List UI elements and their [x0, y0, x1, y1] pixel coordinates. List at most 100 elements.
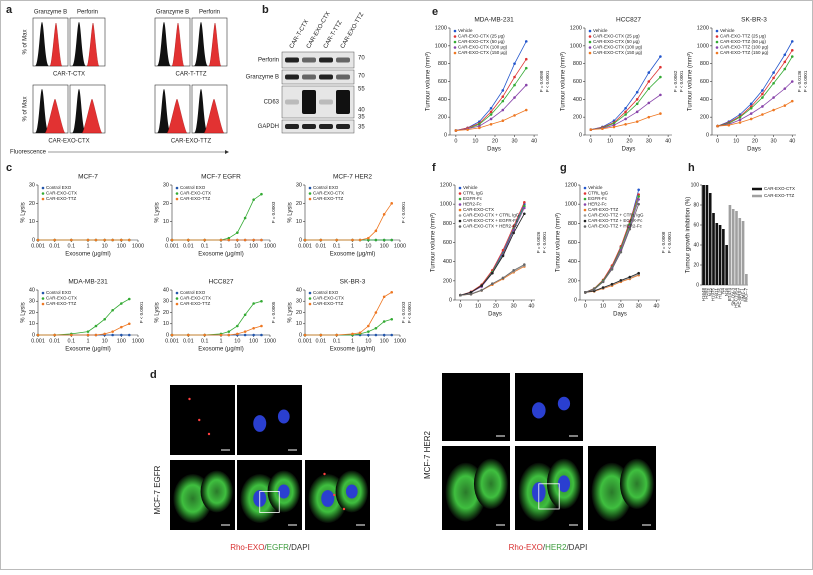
y-tick-label: 0: [32, 332, 35, 338]
data-point: [111, 308, 114, 312]
y-tick-label: 20: [693, 262, 699, 268]
data-point: [790, 99, 794, 103]
data-point: [260, 192, 263, 196]
x-tick-label: 40: [528, 303, 534, 309]
legend-label: EGFR-Fc: [463, 196, 483, 201]
x-tick-label: 30: [771, 138, 777, 144]
data-point: [127, 333, 131, 337]
data-point: [637, 198, 640, 201]
data-point: [252, 198, 255, 201]
data-point: [647, 80, 651, 83]
x-tick-label: 0: [716, 138, 719, 144]
legend-label: CAR-EXO-CTX (50 μg): [593, 39, 640, 44]
legend-marker: [458, 214, 462, 217]
panel-letter: g: [560, 162, 567, 174]
histogram-stained: [86, 22, 100, 67]
y-tick-label: 1200: [570, 25, 582, 31]
y-tick-label: 1200: [565, 182, 577, 188]
bar: [708, 193, 712, 285]
legend-label: HER2-Fc: [463, 202, 482, 207]
data-point: [761, 96, 764, 99]
data-point: [637, 202, 640, 206]
data-point: [749, 117, 753, 121]
y-tick-label: 0: [32, 237, 35, 243]
data-point: [783, 67, 787, 71]
data-point: [367, 330, 370, 333]
data-point: [624, 123, 627, 126]
x-tick-label: H125: [717, 288, 722, 299]
bar: [712, 213, 715, 285]
blot-row-label: CD63: [264, 100, 280, 106]
data-point: [749, 112, 753, 115]
x-tick-label: 0.1: [68, 243, 76, 249]
bar: [738, 218, 742, 285]
legend-marker: [588, 29, 592, 33]
data-point: [367, 333, 370, 337]
data-point: [761, 92, 764, 96]
legend-label: CAR-EXO-CTX: [180, 296, 211, 301]
data-point: [592, 288, 596, 291]
data-point: [512, 268, 515, 272]
x-tick-label: 10: [234, 243, 240, 249]
x-tick-label: 0.01: [49, 243, 60, 249]
data-point: [219, 238, 223, 242]
legend-marker: [175, 291, 179, 295]
legend-marker: [588, 51, 592, 55]
legend-marker: [583, 225, 587, 228]
data-point: [489, 106, 493, 110]
x-axis-label: Exosome (μg/ml): [198, 347, 243, 353]
data-point: [374, 238, 378, 242]
p-value: P = 0.0003: [271, 201, 276, 223]
y-tick-label: 0: [696, 282, 699, 288]
histogram-stained: [49, 22, 63, 67]
y-tick-label: 600: [443, 240, 452, 246]
chart-title: SK-BR-3: [741, 17, 767, 24]
legend-label: Vehicle: [463, 185, 478, 190]
data-point: [738, 115, 742, 119]
data-point: [390, 202, 394, 205]
data-point: [187, 238, 190, 242]
cell-signal: [473, 458, 508, 509]
data-point: [783, 60, 787, 64]
legend-label: CAR-EXO-TTZ (100 μg): [720, 45, 769, 50]
y-tick-label: 20: [29, 310, 35, 316]
y-axis-label: Tumour volume (mm³): [426, 52, 432, 111]
data-point: [513, 75, 516, 79]
data-point: [53, 238, 56, 242]
flow-header: Perforin: [199, 10, 220, 16]
data-point: [610, 268, 614, 271]
micrograph: [515, 373, 583, 441]
data-point: [94, 324, 98, 328]
data-point: [624, 110, 627, 114]
data-point: [513, 114, 516, 117]
chart-title: MCF-7 EGFR: [201, 174, 241, 181]
data-point: [120, 302, 123, 305]
data-point: [772, 96, 775, 99]
micrograph: [170, 385, 235, 455]
legend-marker: [583, 219, 587, 223]
caption-part: /: [543, 543, 546, 552]
x-axis-label: Exosome (μg/ml): [65, 252, 110, 258]
data-point: [203, 333, 206, 337]
legend-label: CAR-EXO-CTX: [46, 191, 77, 196]
data-point: [647, 87, 651, 90]
data-point: [478, 126, 481, 130]
exosome-dot: [207, 432, 211, 436]
data-point: [86, 333, 90, 337]
data-point: [94, 238, 98, 242]
data-point: [501, 89, 505, 92]
data-point: [619, 279, 623, 282]
data-point: [252, 302, 255, 305]
legend-marker: [175, 197, 179, 201]
bar: [741, 221, 745, 285]
data-point: [374, 333, 378, 337]
data-point: [367, 238, 370, 242]
data-point: [659, 55, 662, 58]
x-tick-label: 100: [380, 338, 389, 344]
x-tick-label: H1648: [701, 288, 706, 302]
nucleus: [253, 415, 267, 432]
data-point: [103, 332, 106, 336]
x-tick-label: 0: [459, 303, 462, 309]
data-point: [367, 236, 370, 240]
data-point: [501, 276, 505, 280]
